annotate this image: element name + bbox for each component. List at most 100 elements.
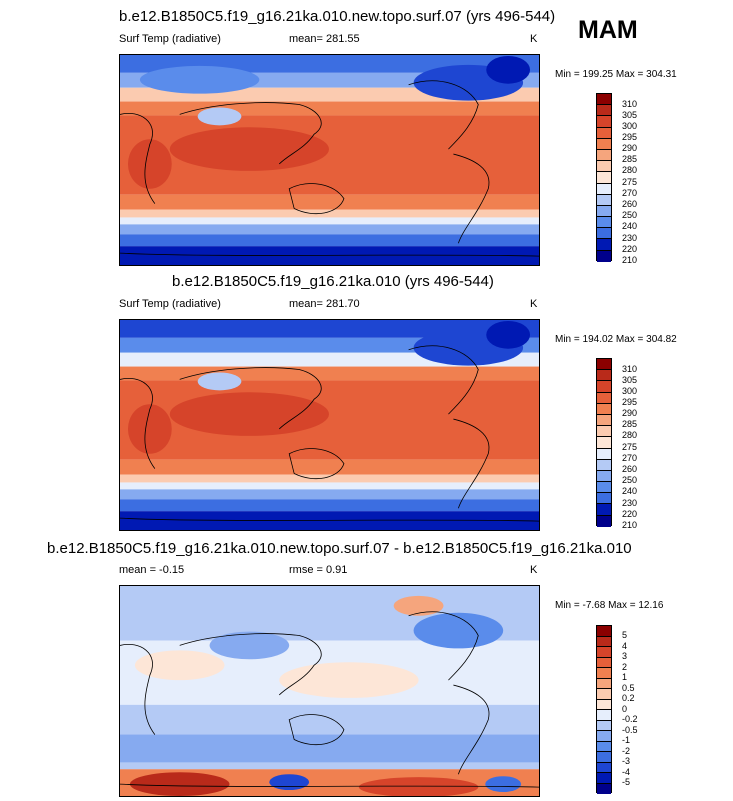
p1-coast-africa [120,113,156,204]
p3-cbar-tick: -2 [622,746,631,756]
p3-cbar-swatch [597,636,611,647]
p3-coast-africa [120,644,156,735]
p3-cool-patch [413,612,504,649]
p2-band [120,459,539,475]
p1-cbar-tick: 280 [622,165,638,175]
p2-cbar-tick: 305 [622,375,638,385]
p2-tibet [197,372,242,391]
p2-cbar-swatch [597,359,611,371]
p2-cbar-tick: 210 [622,520,638,530]
p3-cbar-tick: -0.5 [622,725,638,735]
p3-cbar-swatch [597,731,611,742]
p2-band [120,482,539,490]
p3-band [120,734,539,763]
p3-cbar-swatch [597,773,611,784]
p1-siberia [139,65,260,94]
p1-warm-pool [169,127,330,171]
p1-cbar-swatch [597,149,611,162]
p1-coastlines [120,80,539,257]
panel2-units: K [530,298,538,310]
p1-cbar-swatch [597,116,611,128]
p1-cbar-tick: 310 [622,99,638,109]
p1-cbar-swatch [597,161,611,173]
p1-cbar-swatch [597,105,611,117]
p1-cbar-swatch [597,194,611,206]
p2-cbar-tick: 280 [622,430,638,440]
p3-cbar-tick: -5 [622,777,631,787]
p1-cbar-tick: 295 [622,132,638,142]
p3-coast-namerica [408,611,479,681]
p2-warm-pool [169,392,330,436]
p3-cbar-tick: 4 [622,641,628,651]
p1-cbar-swatch [597,138,611,150]
p3-cbar-tick: -3 [622,756,631,766]
p2-cbar-swatch [597,392,611,404]
p3-cbar-swatch [597,752,611,763]
p1-band [120,224,539,235]
p1-cbar-tick: 220 [622,244,638,254]
panel3-mean: mean = -0.15 [119,564,185,576]
p3-cbar-swatch [597,689,611,700]
p2-band [120,320,539,338]
p2-cbar-swatch [597,504,611,516]
p3-coast-asia [179,633,322,696]
p2-cbar-swatch [597,437,611,449]
p3-cbar-tick: -4 [622,767,631,777]
panel1-title: b.e12.B1850C5.f19_g16.21ka.010.new.topo.… [119,8,556,25]
p2-coast-asia [179,367,322,430]
panel3-map-svg [120,586,539,796]
p2-band [120,489,539,500]
p1-cbar-tick: 240 [622,221,638,231]
p1-cbar-swatch [597,94,611,106]
panel1-units: K [530,33,538,45]
p1-cbar-tick: 275 [622,177,638,187]
p2-band [120,474,539,483]
p3-cbar-swatch [597,762,611,773]
p3-cbar-tick: 5 [622,630,628,640]
panel1-variable: Surf Temp (radiative) [119,33,221,45]
p2-cbar-swatch [597,370,611,382]
p2-cbar-swatch [597,414,611,427]
p3-cbar-swatch [597,741,611,752]
p2-cbar-swatch [597,515,611,527]
p3-cbar-tick: -1 [622,735,631,745]
p1-cbar-swatch [597,228,611,240]
p2-cbar-tick: 260 [622,464,638,474]
panel3-units: K [530,564,538,576]
p2-coastlines [120,345,539,522]
p3-cbar-swatch [597,783,611,794]
p3-warm-patch [393,595,444,616]
p3-cbar-swatch [597,647,611,658]
panel1-minmax: Min = 199.25 Max = 304.31 [555,69,677,80]
p3-cbar-tick: 0.5 [622,683,635,693]
p2-cbar-tick: 250 [622,475,638,485]
p3-cbar-tick: -0.2 [622,714,638,724]
p2-cbar-tick: 300 [622,386,638,396]
p2-cbar-tick: 220 [622,509,638,519]
p1-cbar-swatch [597,183,611,195]
p3-coast-antarctica [120,783,539,788]
p1-band [120,209,539,218]
p1-cbar-swatch [597,205,611,218]
p2-cbar-swatch [597,426,611,438]
p2-coast-africa [120,378,156,469]
p3-cbar-tick: 2 [622,662,628,672]
p3-cbar-tick: 1 [622,672,628,682]
panel2-map-svg [120,320,539,530]
p3-antarctic-hot [358,777,479,796]
p2-cbar-swatch [597,403,611,415]
p2-cbar-swatch [597,482,611,494]
p1-coast-namerica [408,80,479,150]
p1-band [120,194,539,210]
p2-cbar-swatch [597,381,611,393]
p1-cbar-swatch [597,239,611,251]
panel3-map [119,585,540,797]
p1-cbar-tick: 210 [622,255,638,265]
panel3-title: b.e12.B1850C5.f19_g16.21ka.010.new.topo.… [47,540,632,557]
panel2-variable: Surf Temp (radiative) [119,298,221,310]
panel3-rmse: rmse = 0.91 [289,564,348,576]
p3-cbar-swatch [597,668,611,679]
p1-band [120,217,539,225]
panel2-map [119,319,540,531]
p1-warm-africa [127,139,172,189]
